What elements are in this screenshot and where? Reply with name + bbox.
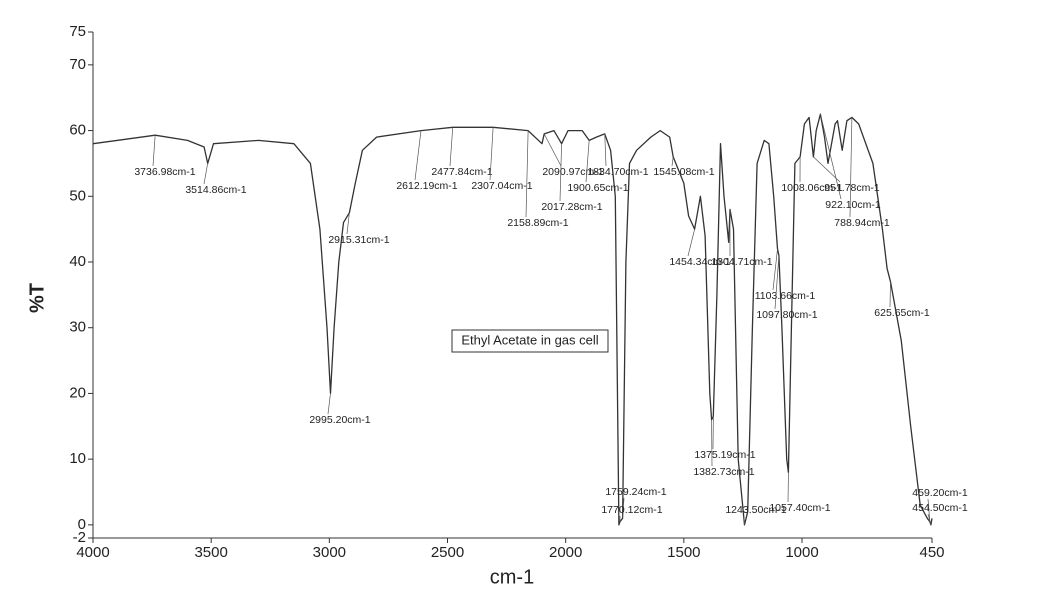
annotation-leader [449, 127, 454, 167]
annotation-leader [559, 143, 562, 202]
annotation-label: 1097.80cm-1 [756, 309, 817, 321]
annotation-label: 1382.73cm-1 [693, 466, 754, 478]
annotation-label: 1770.12cm-1 [601, 504, 662, 516]
x-tick-label: 3000 [313, 544, 346, 561]
annotation-label: 1243.50cm-1 [725, 504, 786, 516]
annotation-label: 788.94cm-1 [834, 217, 890, 229]
annotation-leader [585, 140, 590, 183]
annotation-leader [327, 393, 331, 415]
annotation-label: 2307.04cm-1 [471, 180, 532, 192]
annotation-label: 1545.08cm-1 [653, 166, 714, 178]
annotation-box-frame [451, 329, 609, 353]
y-tick-label: 60 [69, 122, 86, 139]
x-tick-label: 1500 [667, 544, 700, 561]
annotation-leader [671, 156, 674, 167]
y-tick-label: 0 [78, 516, 86, 533]
annotation-label: 1304.71cm-1 [711, 256, 772, 268]
annotation-label: 459.20cm-1 [912, 487, 968, 499]
annotation-label: 454.50cm-1 [912, 502, 968, 514]
annotation-label: 1454.34cm-1 [669, 256, 730, 268]
x-tick-label: 2000 [549, 544, 582, 561]
y-tick-label: 40 [69, 253, 86, 270]
y-tick-label: 75 [69, 23, 86, 40]
annotation-label: 1375.19cm-1 [694, 449, 755, 461]
annotation-label: 1057.40cm-1 [769, 502, 830, 514]
annotation-leader [414, 130, 422, 181]
y-tick-label: 10 [69, 450, 86, 467]
annotation-label: 2995.20cm-1 [309, 414, 370, 426]
annotation-leader [543, 133, 562, 167]
annotation-label: 2915.31cm-1 [328, 234, 389, 246]
annotation-label: 625.65cm-1 [874, 307, 930, 319]
annotation-leader [346, 212, 350, 235]
annotation-label: 951.78cm-1 [824, 182, 880, 194]
annotation-label: 3514.86cm-1 [185, 184, 246, 196]
annotation-leader [927, 498, 931, 522]
annotation-label: 2612.19cm-1 [396, 180, 457, 192]
x-tick-label: 450 [919, 544, 944, 561]
x-axis-label: cm-1 [490, 566, 534, 588]
y-tick-label: 70 [69, 56, 86, 73]
annotation-leader [489, 127, 494, 181]
x-tick-label: 1000 [785, 544, 818, 561]
annotation-label: 922.10cm-1 [825, 199, 881, 211]
annotation-leader [525, 130, 529, 218]
annotation-leader [203, 163, 209, 185]
annotation-label: 2017.28cm-1 [541, 201, 602, 213]
annotation-box: Ethyl Acetate in gas cell [461, 332, 598, 347]
annotation-label: 1103.66cm-1 [755, 290, 816, 302]
annotation-label: 2090.97cm-1 [542, 166, 603, 178]
annotation-label: 3736.98cm-1 [134, 166, 195, 178]
annotation-label: 2158.89cm-1 [507, 217, 568, 229]
annotation-leader [152, 135, 156, 167]
y-tick-label: -2 [73, 529, 86, 546]
annotation-leader [622, 497, 625, 519]
x-tick-label: 2500 [431, 544, 464, 561]
annotation-leader [849, 117, 853, 218]
spectrum-line [92, 113, 933, 526]
annotation-label: 2477.84cm-1 [431, 166, 492, 178]
y-axis-label: %T [26, 283, 48, 313]
y-tick-label: 30 [69, 319, 86, 336]
annotation-leader [772, 248, 778, 291]
y-tick-label: 20 [69, 384, 86, 401]
annotation-label: 1834.70cm-1 [587, 166, 648, 178]
annotation-leader [687, 229, 695, 257]
x-tick-label: 4000 [76, 544, 109, 561]
annotation-leader [774, 255, 780, 310]
annotation-leader [820, 114, 842, 200]
annotation-label: 1759.24cm-1 [605, 486, 666, 498]
annotation-label: 1900.65cm-1 [567, 182, 628, 194]
y-tick-label: 50 [69, 187, 86, 204]
annotation-leader [604, 133, 607, 167]
x-tick-label: 3500 [194, 544, 227, 561]
annotation-leader [927, 513, 932, 525]
annotation-label: 1008.06cm-1 [781, 182, 842, 194]
